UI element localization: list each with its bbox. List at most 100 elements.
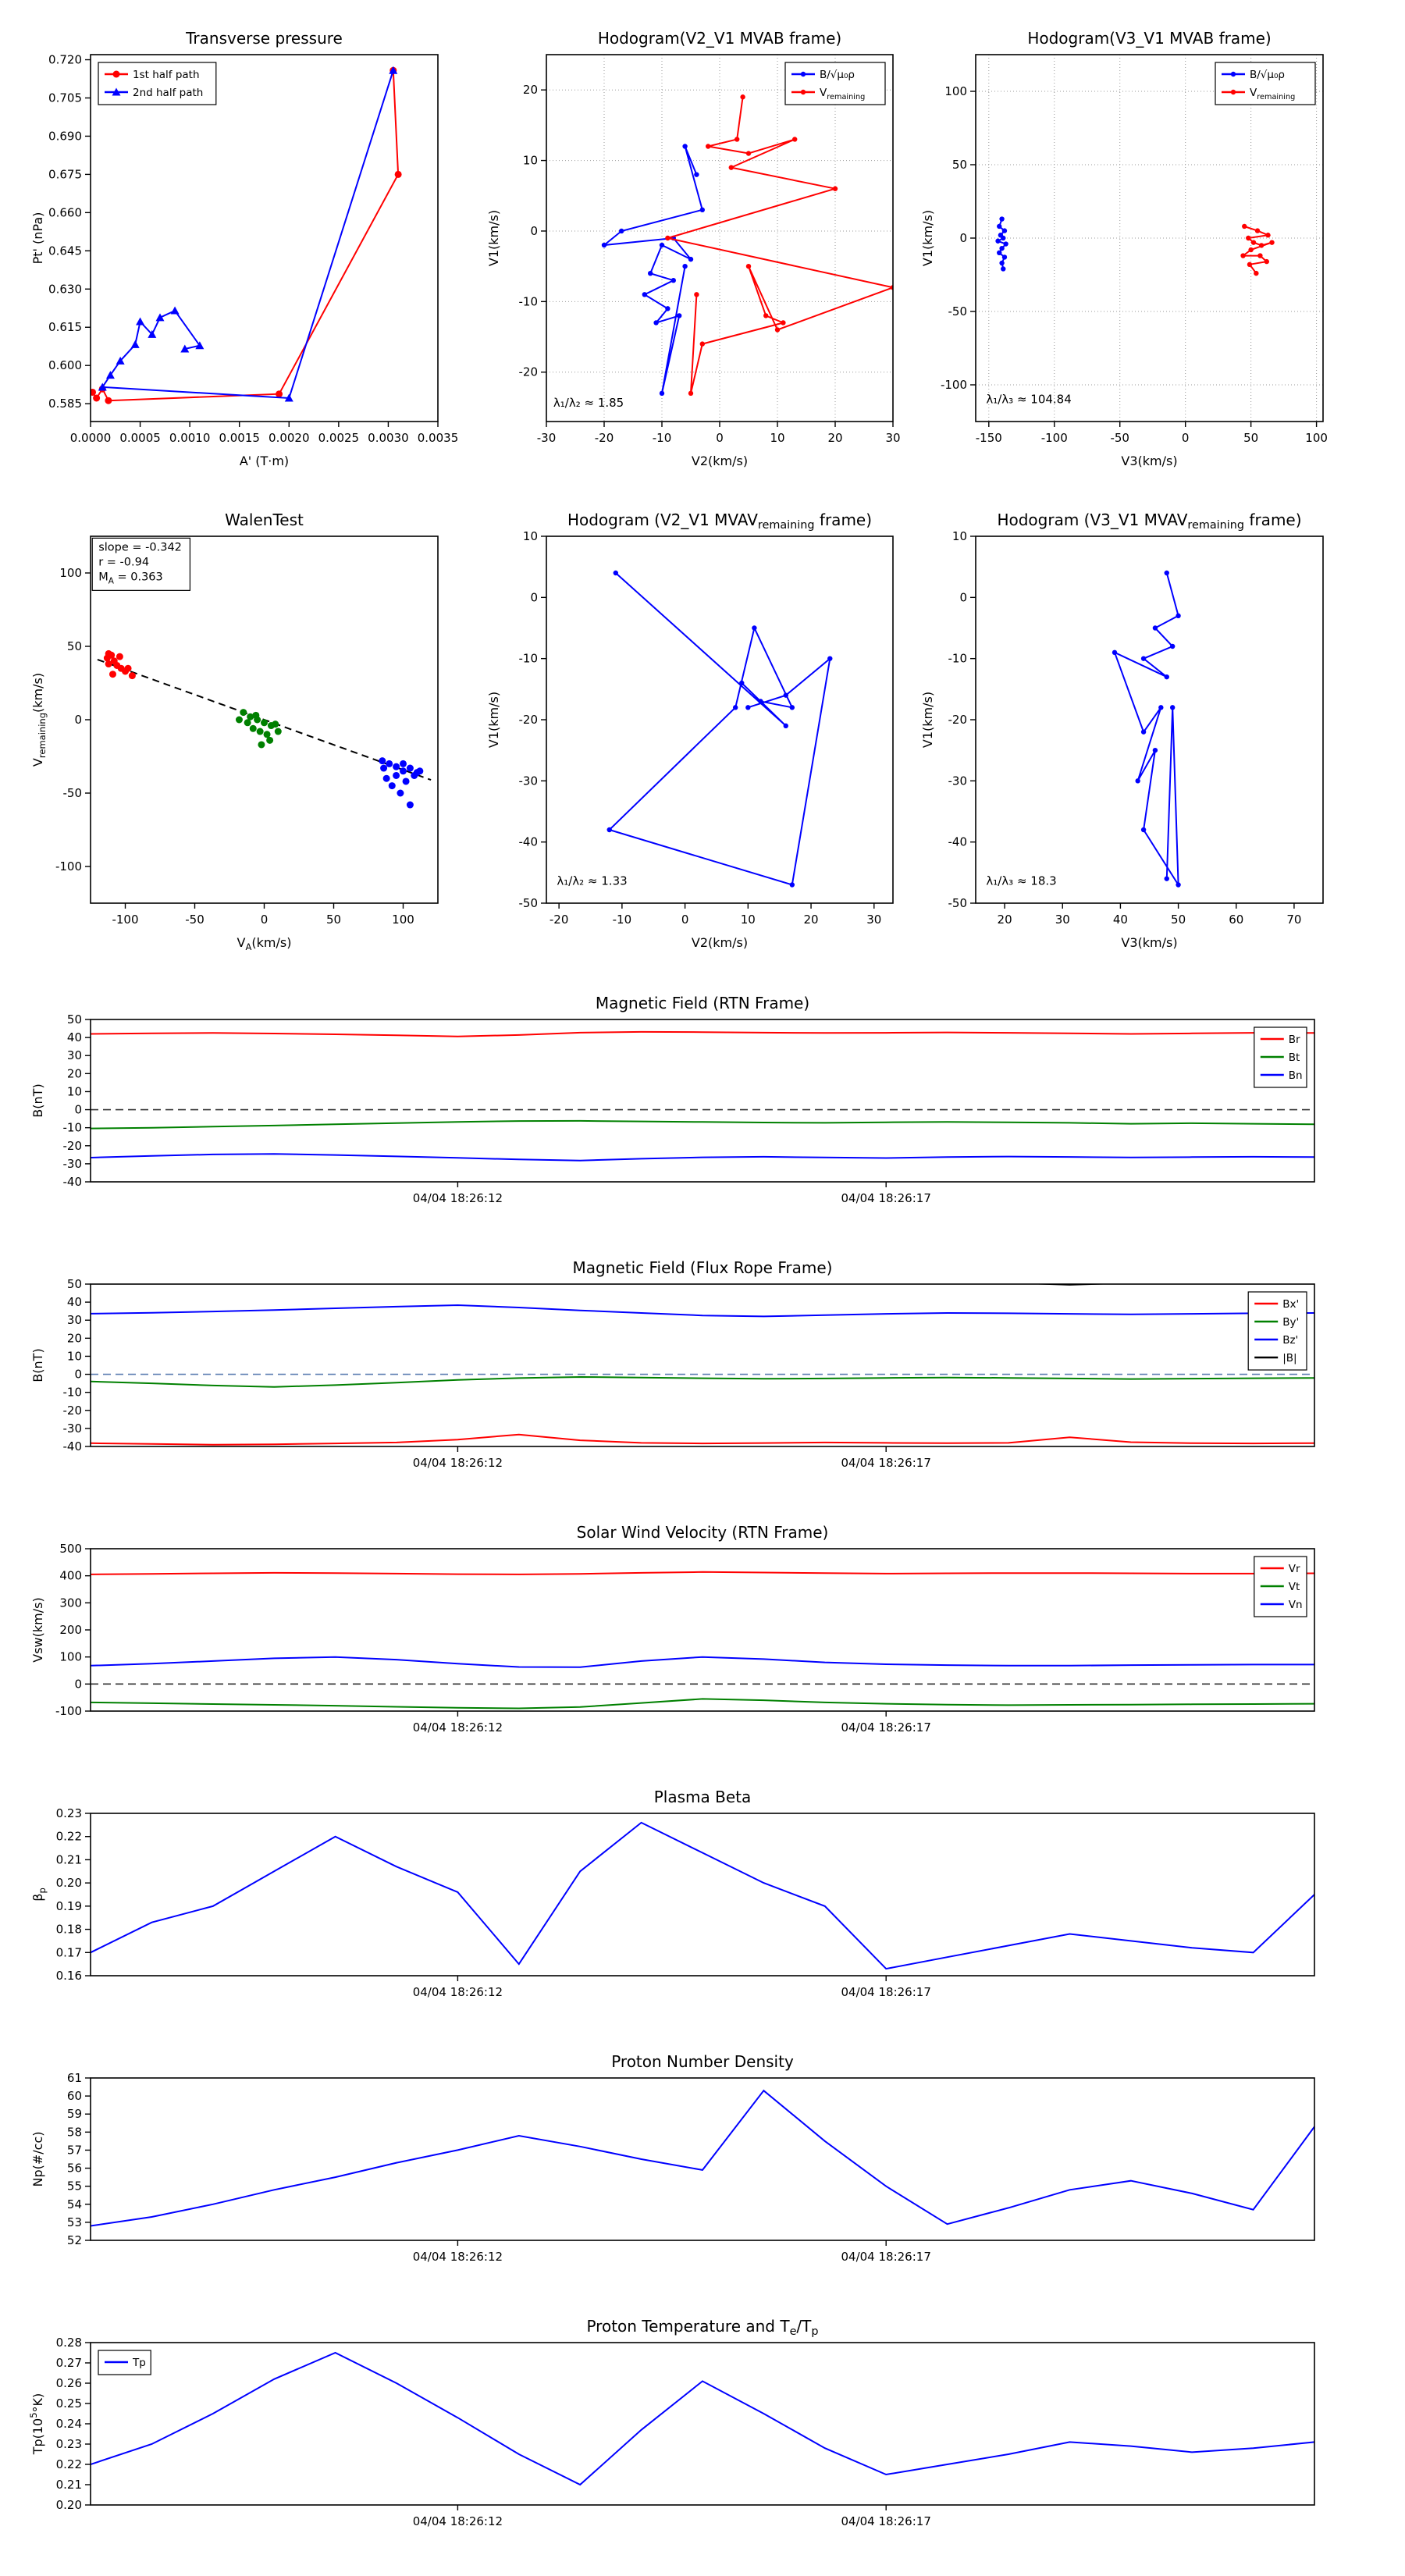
chart-title: Hodogram(V3_V1 MVAB frame): [1027, 29, 1271, 48]
chart-proton-temperature-svg: 04/04 18:26:12 04/04 18:26:17 0.20 0.21 0.22…: [28, 2317, 1315, 2528]
y-tick-label: 10: [523, 529, 538, 543]
y-tick-label: 0.585: [48, 397, 82, 411]
legend-marker: [1230, 89, 1236, 95]
x-tick-label: 20: [998, 913, 1012, 927]
legend-label: Vr: [1289, 1563, 1300, 1575]
chart-magnetic-field-rtn-svg: 04/04 18:26:12 04/04 18:26:17 -40 -30 -20 -10…: [30, 994, 1315, 1205]
y-tick-label: -40: [519, 835, 539, 849]
y-tick-label: 0.21: [56, 2478, 82, 2492]
legend-label: By': [1282, 1316, 1299, 1329]
y-tick-label: -50: [948, 304, 968, 318]
x-tick-label: 04/04 18:26:17: [841, 1191, 931, 1205]
annotation-box: [91, 537, 191, 591]
chart-plasma-beta-svg: 04/04 18:26:12 04/04 18:26:17 0.16 0.17 0.18…: [30, 1788, 1315, 1999]
series-vn: [91, 1656, 1314, 1668]
legend-label: Vn: [1289, 1599, 1303, 1611]
y-tick-label: 50: [67, 1012, 82, 1026]
x-axis-label: V3(km/s): [1121, 935, 1177, 950]
y-tick-label: 100: [59, 566, 82, 580]
axes-frame: [90, 1019, 1315, 1183]
y-tick-label: -100: [941, 378, 967, 392]
legend-label: Vremaining: [820, 87, 865, 101]
x-tick-label: 0.0030: [368, 431, 409, 445]
y-tick-label: 0.660: [48, 205, 82, 219]
y-tick-label: 0.19: [56, 1899, 82, 1913]
y-tick-label: -50: [948, 896, 968, 910]
x-tick-label: 30: [885, 431, 900, 445]
y-tick-label: 100: [944, 84, 967, 98]
y-tick-label: 0.27: [56, 2356, 82, 2370]
series-by: [91, 1375, 1314, 1388]
x-tick-label: -100: [1041, 431, 1068, 445]
series-bn: [91, 1153, 1314, 1162]
series-bz: [91, 1304, 1314, 1318]
x-tick-label: -30: [537, 431, 557, 445]
y-tick-label: 0: [74, 713, 82, 727]
legend-marker: [800, 89, 806, 95]
x-axis-label: VA(km/s): [237, 935, 292, 952]
legend-box: [1215, 62, 1316, 105]
y-tick-label: 30: [67, 1313, 82, 1327]
y-tick-label: 0.16: [56, 1969, 82, 1983]
y-tick-label: 54: [67, 2197, 82, 2211]
chart-magnetic-field-flux-rope-svg: 04/04 18:26:12 04/04 18:26:17 -40 -30 -20 -10…: [30, 1258, 1315, 1470]
y-axis-label: V1(km/s): [921, 692, 935, 748]
legend-label: Bn: [1289, 1069, 1303, 1082]
series-bx: [91, 1433, 1314, 1446]
chart-title: Hodogram (V2_V1 MVAVremaining frame): [567, 511, 872, 532]
y-tick-label: -10: [63, 1386, 83, 1400]
x-tick-label: 40: [1113, 913, 1128, 927]
x-tick-label: 50: [1171, 913, 1186, 927]
series-br: [91, 1030, 1314, 1037]
y-tick-label: 40: [67, 1295, 82, 1309]
chart-title: Magnetic Field (RTN Frame): [596, 994, 809, 1012]
y-tick-label: 0.28: [56, 2336, 82, 2350]
y-tick-label: 0: [959, 231, 967, 245]
x-tick-label: 04/04 18:26:17: [841, 2514, 931, 2528]
y-tick-label: 0: [530, 224, 538, 238]
chart-solar-wind-velocity-svg: 04/04 18:26:12 04/04 18:26:17 -100 0 100 200 3…: [30, 1523, 1315, 1735]
chart-magnetic-field-rtn: 04/04 18:26:12 04/04 18:26:17 -40 -30 -20 -10…: [16, 976, 1399, 1233]
y-tick-label: 0.690: [48, 129, 82, 143]
series-2nd-half-path: [98, 66, 398, 402]
legend-label: Bx': [1282, 1298, 1299, 1311]
y-axis-label: V1(km/s): [486, 692, 501, 748]
chart-transverse-pressure-svg: 0.0000 0.0005 0.0010 0.0015 0.0020 0.0025 0.00…: [30, 29, 458, 468]
y-tick-label: 58: [67, 2125, 82, 2139]
x-tick-label: 10: [741, 913, 756, 927]
x-tick-label: 04/04 18:26:17: [841, 1720, 931, 1735]
chart-title: Hodogram (V3_V1 MVAVremaining frame): [997, 511, 1301, 532]
y-tick-label: -30: [63, 1157, 83, 1171]
y-tick-label: 60: [67, 2089, 82, 2103]
annotation: λ₁/λ₂ ≈ 1.33: [557, 874, 627, 888]
y-axis-label: Tp(105°K): [28, 2393, 45, 2456]
x-tick-label: 10: [770, 431, 784, 445]
y-axis-label: V1(km/s): [921, 210, 935, 266]
chart-magnetic-field-flux-rope: 04/04 18:26:12 04/04 18:26:17 -40 -30 -20 -10…: [16, 1240, 1399, 1498]
y-tick-label: 0: [74, 1677, 82, 1691]
x-tick-label: -20: [595, 431, 614, 445]
x-tick-label: -100: [112, 913, 138, 927]
series-series-1: [103, 649, 136, 680]
x-tick-label: 30: [1055, 913, 1070, 927]
x-tick-label: -10: [653, 431, 672, 445]
y-tick-label: 100: [59, 1650, 82, 1664]
series-b: [601, 144, 705, 397]
y-tick-label: 0.22: [56, 2457, 82, 2471]
y-axis-label: βp: [30, 1888, 48, 1902]
series-series-3: [379, 757, 424, 809]
x-tick-label: 04/04 18:26:17: [841, 1456, 931, 1470]
annotation: λ₁/λ₂ ≈ 1.85: [553, 396, 624, 410]
y-tick-label: -20: [948, 713, 968, 727]
y-axis-label: V1(km/s): [486, 210, 501, 266]
y-tick-label: -10: [948, 652, 968, 666]
x-tick-label: 20: [827, 431, 842, 445]
y-axis-label: Vremaining(km/s): [30, 673, 48, 767]
y-tick-label: 20: [67, 1331, 82, 1345]
x-tick-label: 04/04 18:26:12: [413, 1985, 503, 1999]
y-axis-label: B(nT): [30, 1083, 45, 1117]
y-tick-label: 0.20: [56, 1876, 82, 1890]
chart-hodogram-v2v1-mvab-svg: -30 -20 -10 0 10 20 30 -20 -10 0 10 20 Hodogram(V2_V…: [486, 29, 901, 468]
series-vr: [91, 1571, 1314, 1575]
y-tick-label: 10: [523, 154, 538, 168]
